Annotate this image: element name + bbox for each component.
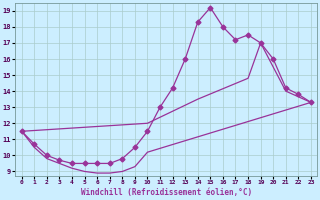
X-axis label: Windchill (Refroidissement éolien,°C): Windchill (Refroidissement éolien,°C) [81, 188, 252, 197]
